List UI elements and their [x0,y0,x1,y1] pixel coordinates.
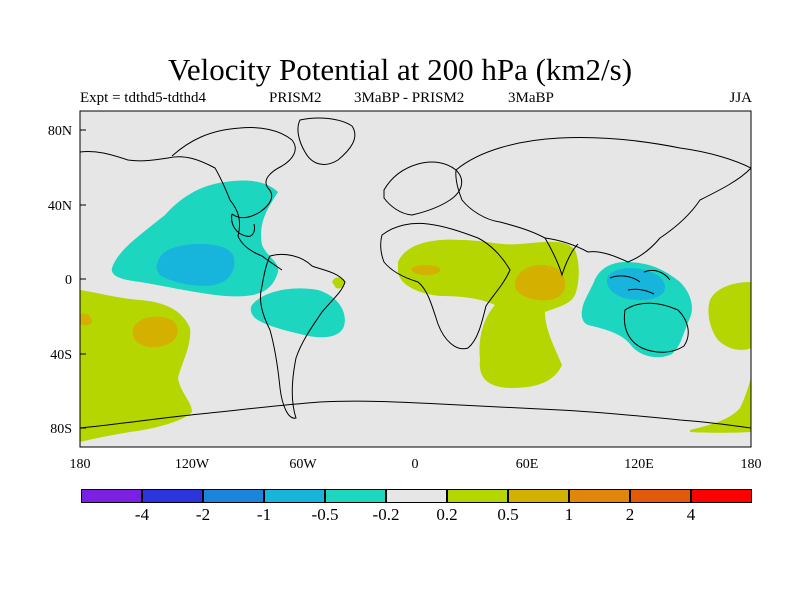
subtitle-3mabp: 3MaBP [508,90,554,106]
experiment-label: Expt = tdthd5-tdthd4 [80,90,206,106]
contour-neg-south-atlantic [250,288,345,338]
lat-label-80s: 80S [50,422,72,437]
contour-pos-east-pacific [708,282,751,350]
plot-title: Velocity Potential at 200 hPa (km2/s) [167,52,633,87]
lat-label-40n: 40N [48,199,72,214]
colorbar-swatch [325,489,386,503]
colorbar-swatch [691,489,752,503]
colorbar-swatch [142,489,203,503]
colorbar-label: -0.2 [372,505,400,524]
colorbar-label: -2 [195,505,211,524]
contour-pos-west-pacific-core [132,316,178,348]
colorbar-label: 4 [686,505,696,524]
lat-label-80n: 80N [48,124,72,139]
lon-label-120w: 120W [175,457,210,472]
colorbar-swatch [630,489,691,503]
lon-label-180e: 180 [741,457,762,472]
colorbar-swatch [508,489,569,503]
contour-pos-indian-core [514,264,566,301]
colorbar-swatch [264,489,325,503]
lon-label-0: 0 [412,457,419,472]
lat-label-0: 0 [65,273,72,288]
lon-label-60e: 60E [516,457,539,472]
season-label: JJA [729,90,752,106]
subtitle-prism2: PRISM2 [269,90,322,106]
longitude-axis: 180 120W 60W 0 60E 120E 180 [70,457,762,472]
contour-pos-southeast [690,378,751,433]
latitude-axis: 80N 40N 0 40S 80S [48,124,86,437]
colorbar-label: -0.5 [311,505,339,524]
subtitle-difference: 3MaBP - PRISM2 [354,90,465,106]
contour-pos-west-pacific [80,290,192,442]
lon-label-180w: 180 [70,457,91,472]
lat-label-40s: 40S [50,348,72,363]
contour-pos-west-edge [80,313,92,326]
colorbar-label: 1 [564,505,574,524]
coastlines [80,117,751,429]
lon-label-60w: 60W [289,457,317,472]
colorbar-label: 2 [625,505,635,524]
contour-pos-atlantic-small [332,277,346,289]
colorbar-swatch [386,489,447,503]
colorbar-label: -1 [256,505,272,524]
lon-label-120e: 120E [624,457,654,472]
contour-pos-africa-core-west [411,265,441,276]
contour-neg-pacific-core [156,244,235,286]
colorbar-swatch [203,489,264,503]
colorbar-label: 0.5 [497,505,519,524]
colorbar-swatch [81,489,142,503]
colorbar-swatch [569,489,630,503]
colorbar-label: -4 [134,505,150,524]
colorbar-label: 0.2 [436,505,458,524]
colorbar-swatch [447,489,508,503]
